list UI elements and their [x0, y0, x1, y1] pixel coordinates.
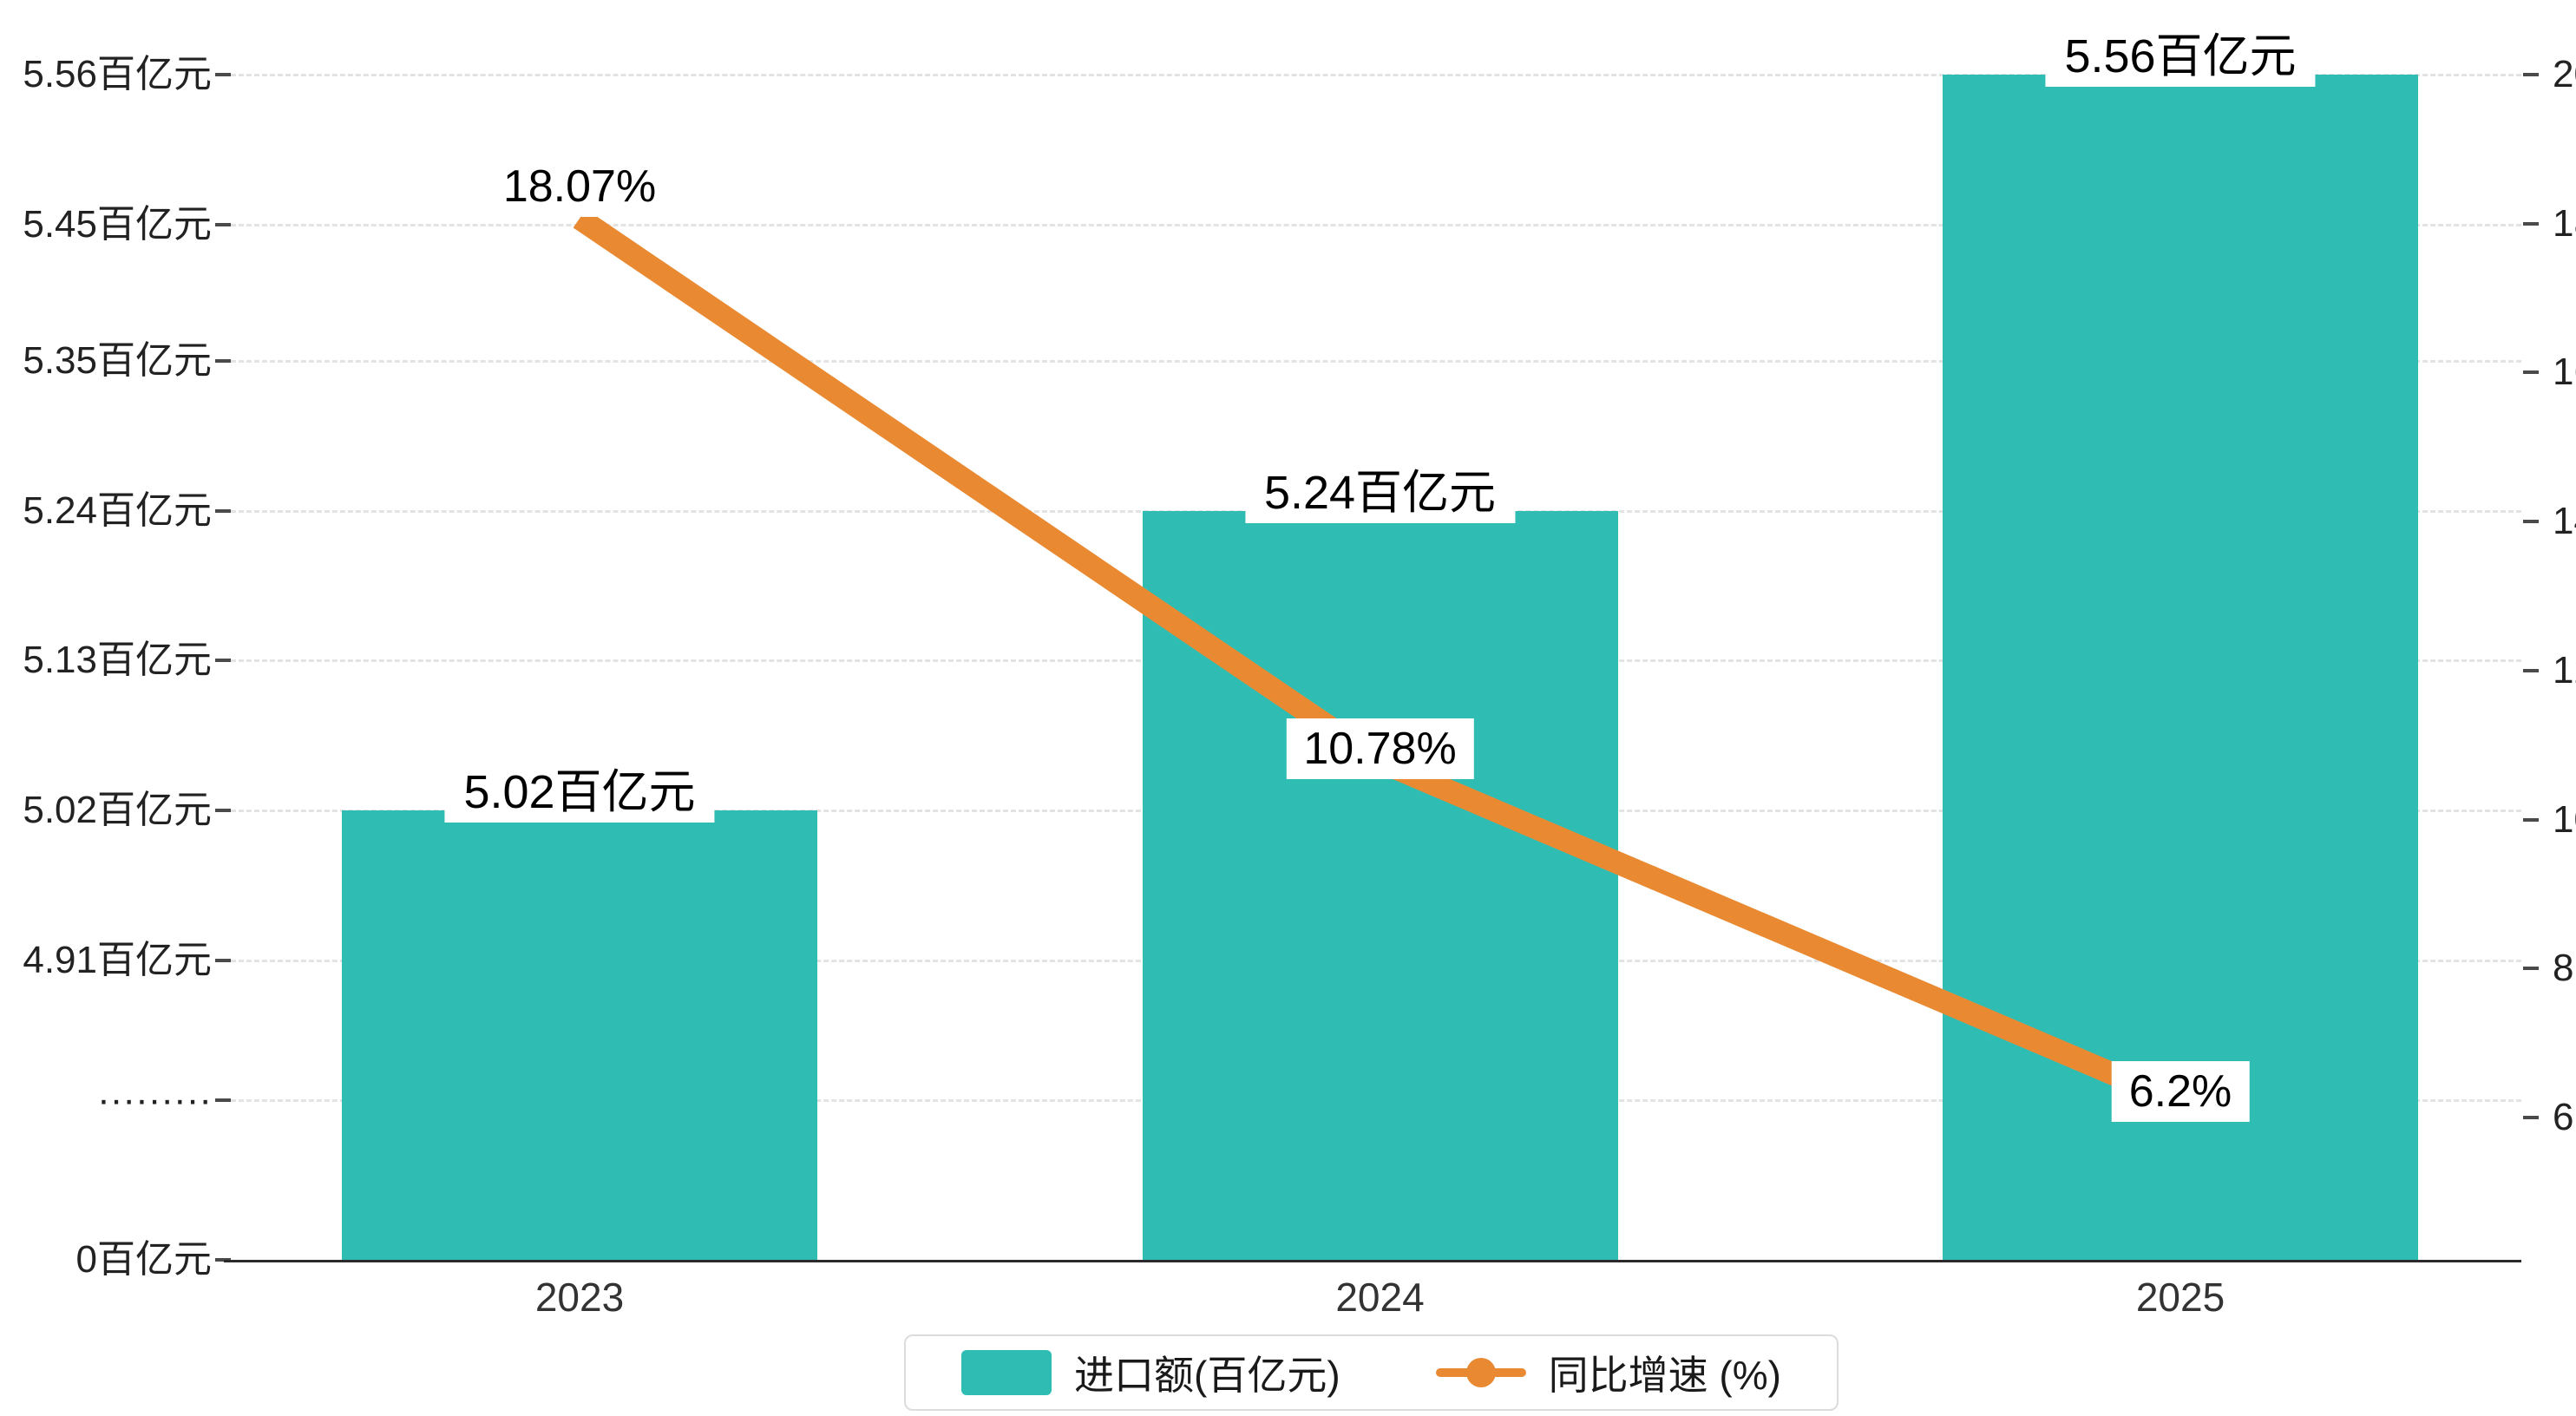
y-axis-label-left: 0百亿元 — [75, 1238, 212, 1281]
y-axis-label-right: 8 — [2553, 947, 2574, 990]
y-axis-tick-right — [2523, 1116, 2539, 1119]
y-axis-label-left: 5.13百亿元 — [23, 639, 212, 682]
bar-value-label-2025: 5.56百亿元 — [2045, 26, 2316, 87]
x-axis-line — [224, 1260, 2521, 1262]
y-axis-label-left: 5.35百亿元 — [23, 338, 212, 382]
gridline — [231, 74, 2521, 76]
y-axis-label-right: 6 — [2553, 1096, 2574, 1138]
y-axis-label-right: 10 — [2553, 797, 2576, 841]
line-value-label-2023: 18.07% — [485, 155, 674, 217]
y-axis-label-left: 5.24百亿元 — [23, 488, 212, 532]
y-axis-tick-right — [2523, 817, 2539, 822]
y-axis-label-right: 14 — [2553, 500, 2576, 543]
legend-item-import-value[interactable]: 进口额(百亿元) — [961, 1344, 1340, 1401]
y-axis-label-left: 5.02百亿元 — [23, 789, 212, 832]
line-value-label-2025: 6.2% — [2111, 1060, 2250, 1122]
y-axis-tick-right — [2523, 73, 2539, 76]
bar-2023[interactable] — [342, 810, 817, 1260]
y-axis-tick-left — [215, 73, 231, 76]
y-axis-label-right: 20 — [2553, 53, 2576, 95]
y-axis-tick-left — [215, 659, 231, 663]
x-axis-label-2025: 2025 — [2135, 1275, 2225, 1320]
y-axis-label-right: 16 — [2553, 351, 2576, 394]
y-axis-tick-left — [215, 358, 231, 363]
y-axis-tick-right — [2523, 520, 2539, 524]
y-axis-tick-left — [215, 809, 231, 813]
y-axis-tick-right — [2523, 668, 2539, 672]
y-axis-label-left: 5.56百亿元 — [23, 53, 212, 95]
y-axis-tick-right — [2523, 370, 2539, 375]
legend-item-growth-rate[interactable]: 同比增速 (%) — [1435, 1344, 1781, 1401]
y-axis-label-right: 18 — [2553, 201, 2576, 245]
y-axis-label-left: 5.45百亿元 — [23, 202, 212, 246]
line-series-swatch — [1435, 1358, 1526, 1387]
legend: 进口额(百亿元) 同比增速 (%) — [904, 1334, 1839, 1411]
y-axis-tick-left — [215, 1258, 231, 1262]
bar-2024[interactable] — [1142, 510, 1618, 1260]
x-axis-label-2024: 2024 — [1335, 1275, 1425, 1320]
x-axis-label-2023: 2023 — [534, 1275, 625, 1320]
y-axis-label-right: 12 — [2553, 648, 2576, 692]
bar-series-swatch — [961, 1350, 1052, 1395]
y-axis-label-left: 4.91百亿元 — [23, 939, 212, 981]
y-axis-tick-left — [215, 222, 231, 226]
y-axis-tick-left — [215, 508, 231, 513]
bar-value-label-2023: 5.02百亿元 — [444, 762, 715, 823]
y-axis-tick-right — [2523, 967, 2539, 971]
legend-label-growth-rate: 同比增速 (%) — [1548, 1353, 1781, 1398]
line-swatch-dot — [1465, 1358, 1496, 1387]
y-axis-label-left: ········· — [97, 1078, 212, 1121]
legend-label-import-value: 进口额(百亿元) — [1074, 1353, 1340, 1398]
y-axis-tick-right — [2523, 221, 2539, 226]
line-value-label-2024: 10.78% — [1286, 718, 1474, 779]
bar-value-label-2024: 5.24百亿元 — [1244, 462, 1516, 523]
y-axis-tick-left — [215, 1098, 231, 1102]
y-axis-tick-left — [215, 959, 231, 962]
